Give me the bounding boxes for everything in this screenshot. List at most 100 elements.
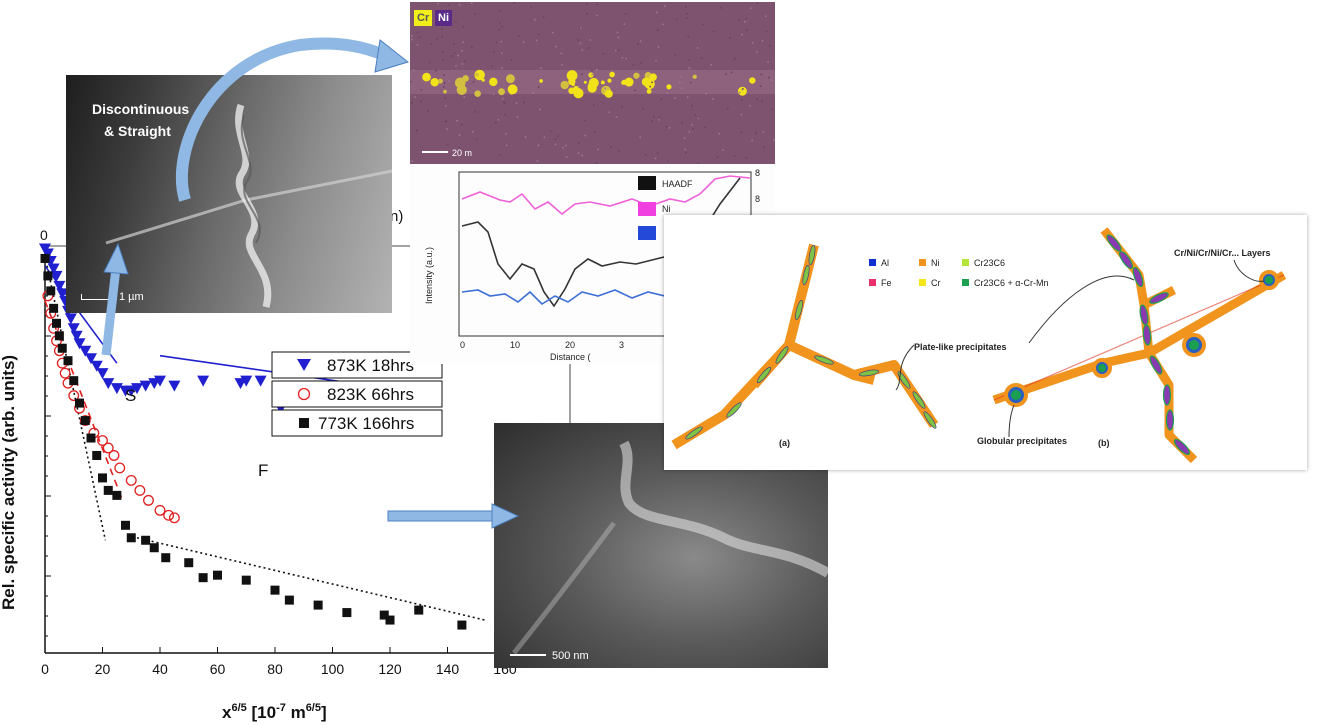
point-873k [67, 323, 80, 335]
x-tick-label: 40 [152, 661, 168, 677]
eds-noise [718, 132, 720, 135]
point-773k [103, 485, 113, 495]
point-773k [213, 570, 222, 580]
line-scan-right-tick-2: 8 [755, 194, 760, 204]
eds-noise [710, 63, 713, 66]
sem-label-line1: Discontinuous [92, 101, 190, 117]
line-scan-legend-label-2: Ni [662, 204, 671, 214]
eds-noise [513, 2, 516, 4]
eds-noise [761, 40, 764, 42]
eds-noise [537, 86, 540, 88]
eds-noise [770, 79, 773, 81]
eds-noise [453, 52, 456, 54]
eds-noise [750, 7, 752, 9]
eds-noise [760, 85, 762, 87]
eds-noise [464, 60, 466, 62]
eds-noise [534, 18, 536, 21]
eds-noise [498, 154, 501, 156]
legend-swatch-fe [869, 279, 876, 286]
eds-dot [641, 77, 651, 87]
eds-noise [505, 144, 508, 147]
plate-precipitate [756, 366, 772, 384]
line-scan-legend-magenta [638, 202, 656, 216]
point-773k [198, 573, 208, 583]
eds-noise [688, 58, 691, 61]
point-823k [102, 442, 114, 454]
eds-noise [581, 154, 583, 157]
line-scan-legend-label-1: HAADF [662, 179, 693, 189]
eds-noise [686, 12, 688, 15]
eds-dot [498, 88, 505, 96]
eds-noise [495, 41, 498, 44]
background-axis-zero: 0 [40, 227, 48, 243]
eds-noise [755, 132, 757, 134]
line-scan-xtick-0: 0 [460, 340, 465, 350]
eds-noise [461, 63, 464, 65]
eds-noise [692, 127, 694, 130]
eds-noise [468, 151, 470, 153]
eds-noise [658, 119, 660, 121]
sem-label-line2: & Straight [104, 123, 171, 139]
eds-noise [412, 69, 415, 72]
eds-noise [674, 53, 677, 56]
legend-swatch-cr23c6 [962, 259, 969, 266]
eds-noise [741, 88, 744, 91]
eds-noise [696, 47, 699, 49]
eds-precipitate-dots [410, 2, 775, 164]
eds-dot [692, 74, 697, 79]
point-873k [96, 368, 109, 380]
eds-dot [422, 72, 431, 82]
eds-noise [665, 126, 668, 128]
point-773k [141, 535, 151, 545]
eds-noise [681, 87, 683, 89]
legend-label-cr23c6-mn: Cr23C6 + α-Cr-Mn [974, 278, 1048, 288]
eds-noise [742, 88, 744, 90]
eds-noise [657, 46, 660, 48]
legend-marker-triangle [297, 359, 311, 371]
eds-noise [704, 126, 706, 128]
point-873k [90, 360, 103, 372]
point-873k [47, 263, 60, 275]
x-tick-label: 100 [321, 661, 345, 677]
plate-precipitate [858, 369, 880, 377]
eds-noise [581, 73, 583, 75]
eds-noise [455, 65, 457, 67]
eds-noise [667, 160, 670, 163]
eds-noise [666, 92, 669, 95]
eds-noise [771, 108, 774, 111]
schematic-b-layer-line [993, 274, 1285, 401]
point-773k [86, 433, 96, 443]
eds-noise [549, 130, 552, 133]
eds-dot [607, 78, 612, 83]
eds-noise [445, 120, 448, 123]
eds-noise [651, 120, 653, 122]
eds-noise [762, 131, 765, 133]
point-873k [154, 375, 166, 387]
schematic-label-a: (a) [779, 438, 790, 448]
schematic-label-plate: Plate-like precipitates [914, 342, 1007, 352]
point-773k [379, 610, 389, 620]
point-873k [79, 345, 92, 357]
eds-dot [604, 89, 613, 98]
point-823k [114, 462, 126, 474]
eds-noise [551, 31, 554, 34]
eds-noise [437, 2, 439, 5]
point-773k [54, 331, 64, 341]
eds-noise [537, 33, 540, 36]
eds-noise [617, 49, 620, 51]
eds-noise [678, 81, 681, 84]
eds-noise [712, 98, 714, 100]
eds-noise [577, 152, 580, 154]
point-873k [197, 375, 210, 387]
line-scan-legend-blue [638, 226, 656, 240]
fit-line [136, 536, 486, 621]
eds-noise [738, 91, 741, 94]
eds-noise [427, 110, 429, 112]
eds-noise [455, 21, 457, 23]
eds-noise [632, 64, 635, 66]
eds-map-features: 20 m [410, 2, 775, 164]
eds-dot [475, 72, 479, 77]
eds-noise [565, 144, 567, 147]
eds-noise [501, 26, 503, 28]
eds-noise [765, 30, 768, 33]
